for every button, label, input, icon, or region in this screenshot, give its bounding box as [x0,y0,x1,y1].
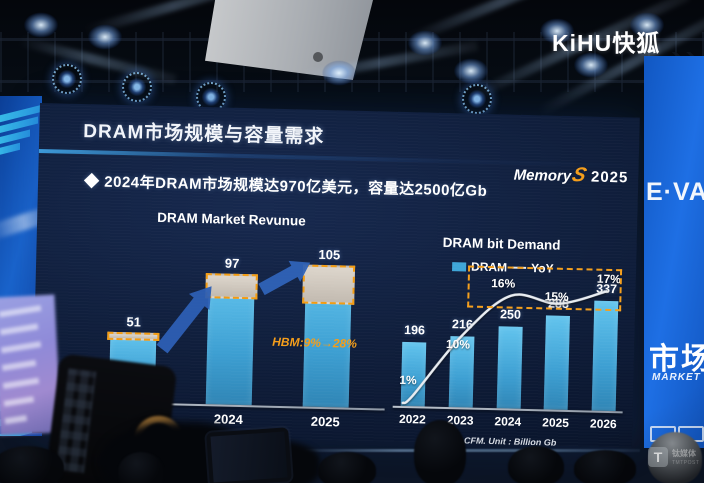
stage-light [18,8,64,42]
year-label: 2026 [589,416,617,432]
year-label: 2024 [494,414,522,429]
hbm-annotation: HBM:9%→28% [272,334,358,351]
tmt-watermark: T 钛媒体 TMTPOST [648,447,699,467]
growth-arrow-icon [156,286,212,354]
screen-content-bar [3,396,35,407]
screen-content-bar [4,414,28,425]
logo-word: Memory [513,166,572,185]
led-cluster-light [52,64,82,94]
light-streak [0,203,42,241]
watermark-line1: 钛媒体 [672,449,696,458]
panel-text-top: E·VA [646,178,704,206]
t-logo-icon: T [648,447,668,467]
year-label: 2025 [310,413,340,430]
phone-texture [56,368,97,474]
audience-head [318,452,376,483]
key-message: ◆ 2024年DRAM市场规模达970亿美元，容量达2500亿Gb [83,173,488,200]
yoy-percent-label: 1% [399,373,417,388]
demand-bars: 196 216 250 288 337 1% 10% 16% 15% 17% [399,265,623,412]
year-label: 2025 [542,415,570,431]
stage-light [82,20,128,54]
legend-dram-swatch [452,261,467,271]
stage-light [316,56,362,90]
watermark-line2: TMTPOST [672,460,700,466]
logo-year: 2025 [590,168,629,187]
memorys-2025-logo: MemoryS 2025 [513,163,628,189]
chevron-stripe [0,142,20,157]
screen-content-bar [0,323,39,336]
chart-title: DRAM Market Revunue [157,209,306,229]
logo-s-swoosh: S [569,164,589,187]
stage-light [402,26,448,60]
photographing-phone [206,427,292,483]
audience-head [508,446,564,483]
slide-title: DRAM市场规模与容量需求 [83,121,325,148]
screen-content-bar [0,305,42,318]
screen-content-bar [1,359,37,372]
kihu-brand-logo: KiHU快狐 [552,30,661,56]
audience-head [574,450,636,483]
led-cluster-light [462,84,492,114]
audience-head [414,420,466,483]
chart-title: DRAM bit Demand [442,234,561,253]
yoy-percent-label: 10% [445,336,471,352]
led-cluster-light [122,72,152,102]
chart-dram-bit-demand: DRAM bit Demand DRAM YoY 196 216 250 288 337… [391,220,637,448]
led-panel-right: E·VA 市场 MARKET [644,56,704,448]
growth-arrow-icon [258,260,311,296]
stage-light [448,54,494,88]
panel-text-en: MARKET [652,372,701,383]
screen-content-bar [2,377,40,390]
screen-content-bar [0,341,42,354]
highlight-box [467,265,623,312]
year-label: 2022 [398,411,426,427]
